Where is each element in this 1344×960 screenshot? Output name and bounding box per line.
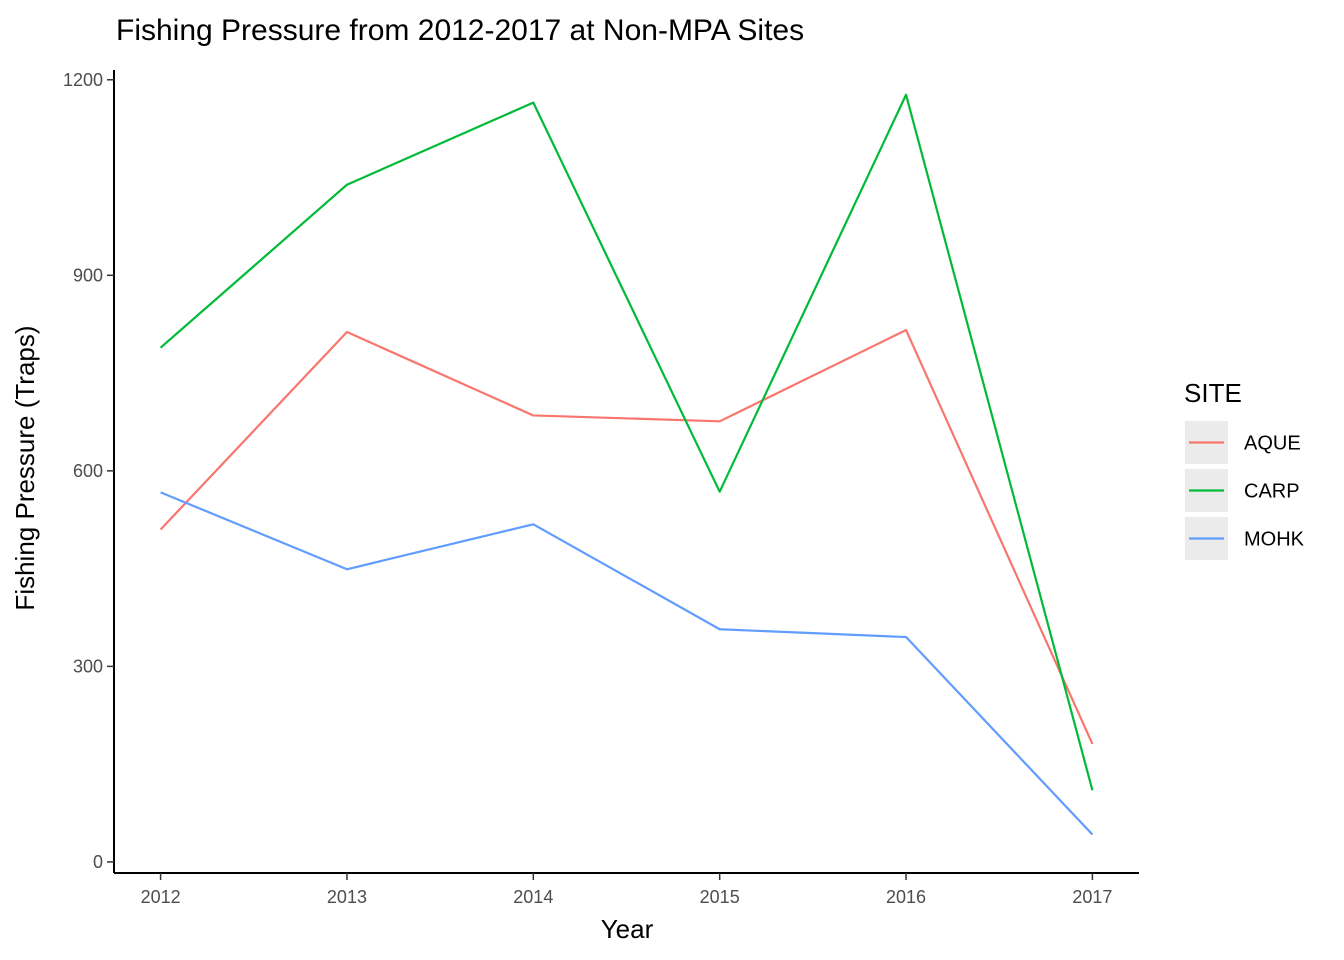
- x-axis: 2012 2013 2014 2015 2016 2017: [114, 872, 1139, 907]
- legend: SITE AQUE CARP MOHK: [1184, 378, 1305, 560]
- legend-item-mohk: MOHK: [1185, 517, 1305, 560]
- x-tick-label: 2014: [513, 887, 553, 907]
- plot-area: [159, 93, 1094, 836]
- y-tick-label: 300: [73, 656, 103, 676]
- x-tick-label: 2015: [700, 887, 740, 907]
- legend-item-aque: AQUE: [1185, 421, 1301, 464]
- y-tick-label: 1200: [63, 70, 103, 90]
- legend-item-carp: CARP: [1185, 469, 1300, 512]
- series-line-carp: [159, 93, 1094, 791]
- x-axis-title: Year: [601, 914, 654, 944]
- x-tick-label: 2017: [1072, 887, 1112, 907]
- legend-label: MOHK: [1244, 529, 1305, 551]
- y-tick-label: 900: [73, 265, 103, 285]
- legend-title: SITE: [1184, 378, 1242, 408]
- series-line-mohk: [160, 491, 1094, 836]
- chart-title: Fishing Pressure from 2012-2017 at Non-M…: [116, 14, 804, 47]
- legend-label: AQUE: [1244, 433, 1301, 455]
- y-axis-title: Fishing Pressure (Traps): [10, 325, 40, 610]
- x-tick-label: 2016: [886, 887, 926, 907]
- y-axis: 0 300 600 900 1200: [63, 70, 115, 873]
- y-tick-label: 0: [93, 852, 103, 872]
- legend-label: CARP: [1244, 481, 1300, 503]
- x-tick-label: 2013: [327, 887, 367, 907]
- x-tick-label: 2012: [141, 887, 181, 907]
- series-line-aque: [159, 328, 1094, 745]
- y-tick-label: 600: [73, 461, 103, 481]
- legend-items: AQUE CARP MOHK: [1185, 421, 1305, 560]
